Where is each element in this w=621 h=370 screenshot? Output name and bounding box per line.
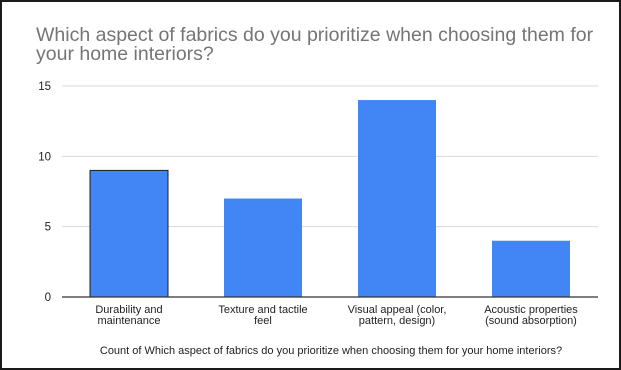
x-tick-label-1-line-2: maintenance (98, 315, 161, 327)
x-axis-title: Count of Which aspect of fabrics do you … (100, 345, 562, 357)
x-tick-label-4-line-2: (sound absorption) (485, 315, 577, 327)
bar-3 (358, 100, 436, 297)
bar-2 (224, 199, 302, 297)
y-tick-label-5: 5 (45, 222, 51, 234)
y-tick-label-15: 15 (38, 81, 51, 93)
x-tick-label-2-line-2: feel (254, 315, 272, 327)
x-tick-label-3-line-2: pattern, design) (359, 315, 435, 327)
y-tick-label-0: 0 (45, 292, 51, 304)
bar-1 (90, 170, 168, 297)
bar-4 (492, 241, 570, 297)
y-tick-label-10: 10 (38, 151, 51, 163)
